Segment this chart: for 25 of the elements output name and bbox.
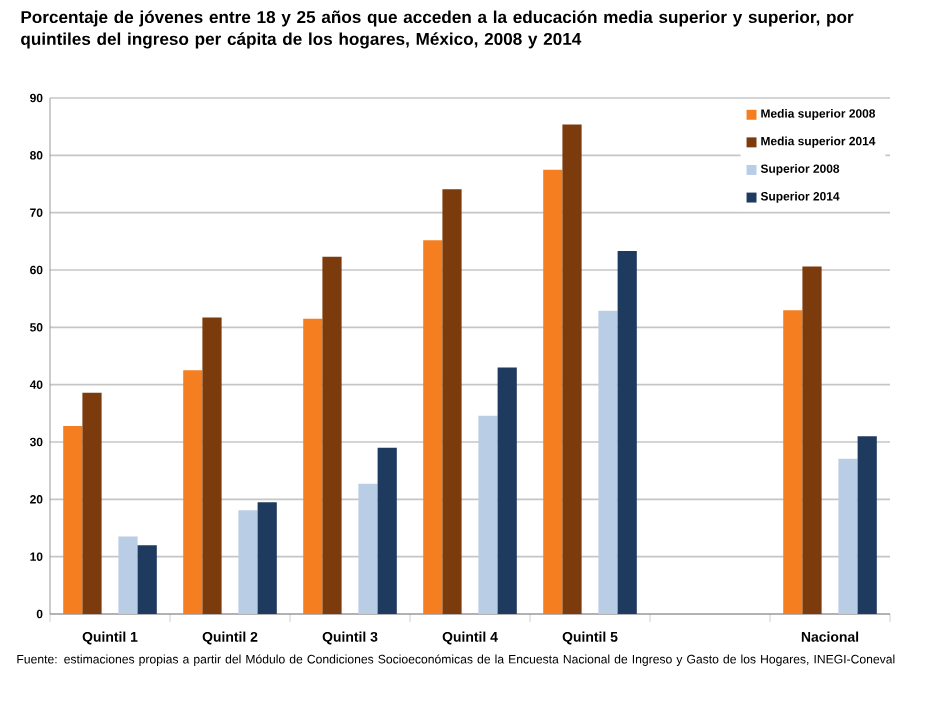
bar xyxy=(202,317,222,614)
bar xyxy=(137,545,157,614)
bar xyxy=(358,483,378,614)
bar xyxy=(183,370,203,614)
bar xyxy=(118,536,138,614)
bar xyxy=(257,502,277,614)
bar xyxy=(238,510,258,614)
bar xyxy=(63,425,83,614)
bar xyxy=(857,436,877,614)
bar xyxy=(783,310,803,614)
bar xyxy=(377,447,397,614)
bar xyxy=(322,256,342,614)
bar xyxy=(423,240,443,614)
bar xyxy=(802,266,822,614)
bar xyxy=(838,458,858,614)
bar xyxy=(562,124,582,614)
bar xyxy=(617,251,637,614)
bar xyxy=(497,367,517,614)
bar xyxy=(442,189,462,614)
chart-title: Porcentaje de jóvenes entre 18 y 25 años que acceden a la educación media superior y superior, por quintiles del ingreso per cápita de los hogares, México, 2008 y 2014 xyxy=(21,10,854,49)
bar xyxy=(82,392,102,614)
bar xyxy=(478,415,498,614)
bar xyxy=(303,318,323,614)
bar xyxy=(543,169,563,614)
bar xyxy=(598,310,618,614)
